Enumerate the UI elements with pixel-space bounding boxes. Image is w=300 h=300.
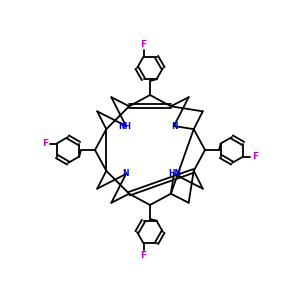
Text: F: F bbox=[140, 251, 147, 260]
Text: HN: HN bbox=[169, 169, 182, 178]
Text: F: F bbox=[42, 139, 48, 148]
Text: F: F bbox=[252, 152, 258, 161]
Text: NH: NH bbox=[118, 122, 131, 130]
Text: F: F bbox=[140, 40, 147, 49]
Text: N: N bbox=[172, 122, 178, 130]
Text: N: N bbox=[122, 169, 128, 178]
